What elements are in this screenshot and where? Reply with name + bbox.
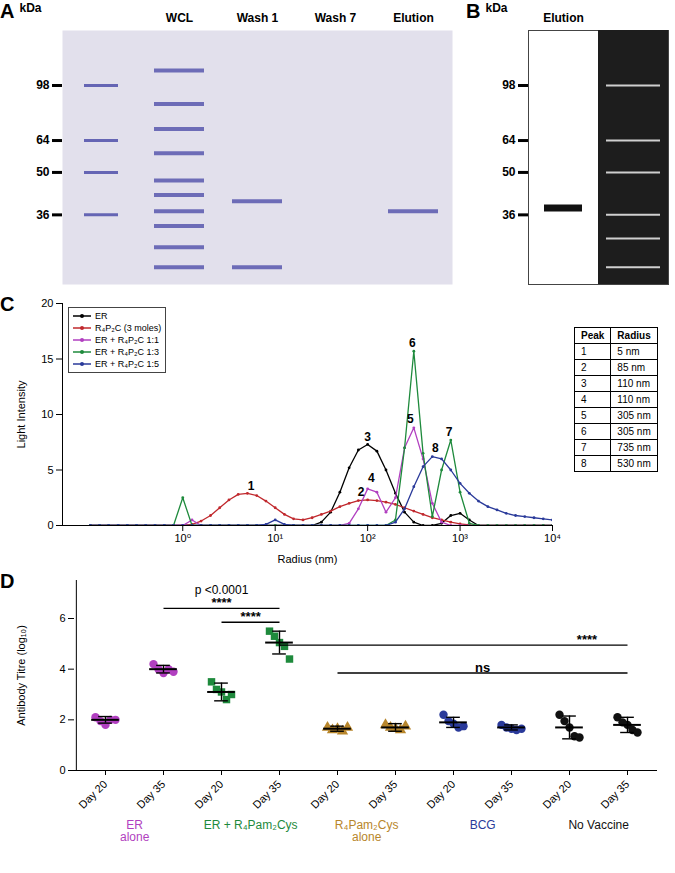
svg-text:Day 35: Day 35: [134, 778, 167, 811]
svg-text:5: 5: [47, 464, 53, 476]
svg-text:7: 7: [446, 425, 453, 439]
svg-text:5: 5: [407, 412, 414, 426]
svg-text:WCL: WCL: [166, 11, 193, 25]
svg-text:98: 98: [36, 78, 50, 92]
svg-text:1: 1: [248, 479, 255, 493]
svg-text:Day 20: Day 20: [76, 778, 109, 811]
svg-text:64: 64: [36, 133, 50, 147]
svg-text:ERalone: ERalone: [120, 818, 150, 844]
svg-text:98: 98: [502, 78, 516, 92]
svg-text:10²: 10²: [360, 532, 376, 544]
svg-text:20: 20: [41, 297, 53, 309]
html-text:110 nm: 110 nm: [617, 394, 650, 405]
svg-text:10¹: 10¹: [267, 532, 283, 544]
html-text:ER + R₄P₂C 1:3: ER + R₄P₂C 1:3: [95, 347, 159, 357]
html-text:305 nm: 305 nm: [617, 410, 651, 421]
html-text:7: 7: [581, 442, 587, 453]
svg-text:Antibody Titre (log₁₀): Antibody Titre (log₁₀): [15, 625, 27, 726]
svg-text:p <0.0001: p <0.0001: [195, 583, 249, 597]
html-text:85 nm: 85 nm: [617, 362, 646, 373]
html-text:Peak: Peak: [581, 330, 605, 341]
svg-text:15: 15: [41, 353, 53, 365]
svg-text:0: 0: [59, 764, 65, 776]
svg-text:****: ****: [241, 609, 262, 624]
html-text:735 nm: 735 nm: [617, 442, 651, 453]
svg-text:kDa: kDa: [486, 1, 508, 15]
html-text:6: 6: [581, 426, 587, 437]
svg-text:Elution: Elution: [393, 11, 434, 25]
svg-text:2: 2: [358, 485, 365, 499]
svg-text:Day 35: Day 35: [250, 778, 283, 811]
svg-text:Day 35: Day 35: [598, 778, 631, 811]
html-text:3: 3: [581, 378, 587, 389]
svg-text:Day 20: Day 20: [192, 778, 225, 811]
html-text:110 nm: 110 nm: [617, 378, 650, 389]
html-text:ER + R₄P₂C 1:1: ER + R₄P₂C 1:1: [95, 335, 159, 345]
svg-text:No Vaccine: No Vaccine: [568, 818, 629, 832]
svg-text:36: 36: [502, 208, 516, 222]
svg-text:ns: ns: [475, 660, 490, 675]
svg-text:10⁰: 10⁰: [174, 532, 191, 544]
svg-text:36: 36: [36, 208, 50, 222]
svg-text:Wash 7: Wash 7: [315, 11, 357, 25]
html-text:5: 5: [581, 410, 587, 421]
svg-text:Day 35: Day 35: [366, 778, 399, 811]
svg-text:4: 4: [59, 663, 65, 675]
svg-text:10: 10: [41, 408, 53, 420]
svg-text:10³: 10³: [452, 532, 468, 544]
html-text:D: D: [0, 570, 15, 592]
svg-text:3: 3: [364, 430, 371, 444]
html-text:ER: ER: [95, 311, 108, 321]
svg-text:Day 20: Day 20: [540, 778, 573, 811]
html-text:4: 4: [581, 394, 587, 405]
html-text:2: 2: [581, 362, 587, 373]
html-text:8: 8: [581, 458, 587, 469]
svg-text:Radius (nm): Radius (nm): [278, 553, 338, 565]
svg-text:Day 20: Day 20: [424, 778, 457, 811]
svg-text:****: ****: [211, 595, 232, 610]
svg-text:8: 8: [432, 441, 439, 455]
html-text:B: B: [466, 0, 481, 22]
svg-text:64: 64: [502, 133, 516, 147]
svg-text:Day 35: Day 35: [482, 778, 515, 811]
svg-text:BCG: BCG: [470, 818, 496, 832]
html-text:A: A: [0, 0, 15, 22]
svg-text:Elution: Elution: [543, 11, 584, 25]
svg-text:10⁴: 10⁴: [544, 532, 561, 544]
svg-text:6: 6: [409, 336, 416, 350]
svg-text:4: 4: [368, 471, 375, 485]
html-text:1: 1: [581, 346, 587, 357]
svg-text:0: 0: [47, 519, 53, 531]
svg-text:Light Intensity: Light Intensity: [15, 380, 27, 448]
svg-text:****: ****: [577, 632, 598, 647]
svg-text:kDa: kDa: [20, 1, 42, 15]
html-text:ER + R₄P₂C 1:5: ER + R₄P₂C 1:5: [95, 359, 159, 369]
html-text:5 nm: 5 nm: [617, 346, 640, 357]
svg-text:2: 2: [59, 713, 65, 725]
html-text:C: C: [0, 293, 15, 315]
html-text:Radius: Radius: [617, 330, 651, 341]
svg-text:50: 50: [36, 165, 50, 179]
html-text:530 nm: 530 nm: [617, 458, 651, 469]
svg-text:Wash 1: Wash 1: [237, 11, 279, 25]
svg-text:50: 50: [502, 165, 516, 179]
svg-text:R₄Pam₂Cysalone: R₄Pam₂Cysalone: [335, 818, 399, 844]
html-text:R₄P₂C (3 moles): R₄P₂C (3 moles): [95, 323, 162, 333]
svg-text:Day 20: Day 20: [308, 778, 341, 811]
svg-text:6: 6: [59, 612, 65, 624]
svg-text:ER + R₄Pam₂Cys: ER + R₄Pam₂Cys: [204, 818, 298, 832]
html-text:305 nm: 305 nm: [617, 426, 651, 437]
